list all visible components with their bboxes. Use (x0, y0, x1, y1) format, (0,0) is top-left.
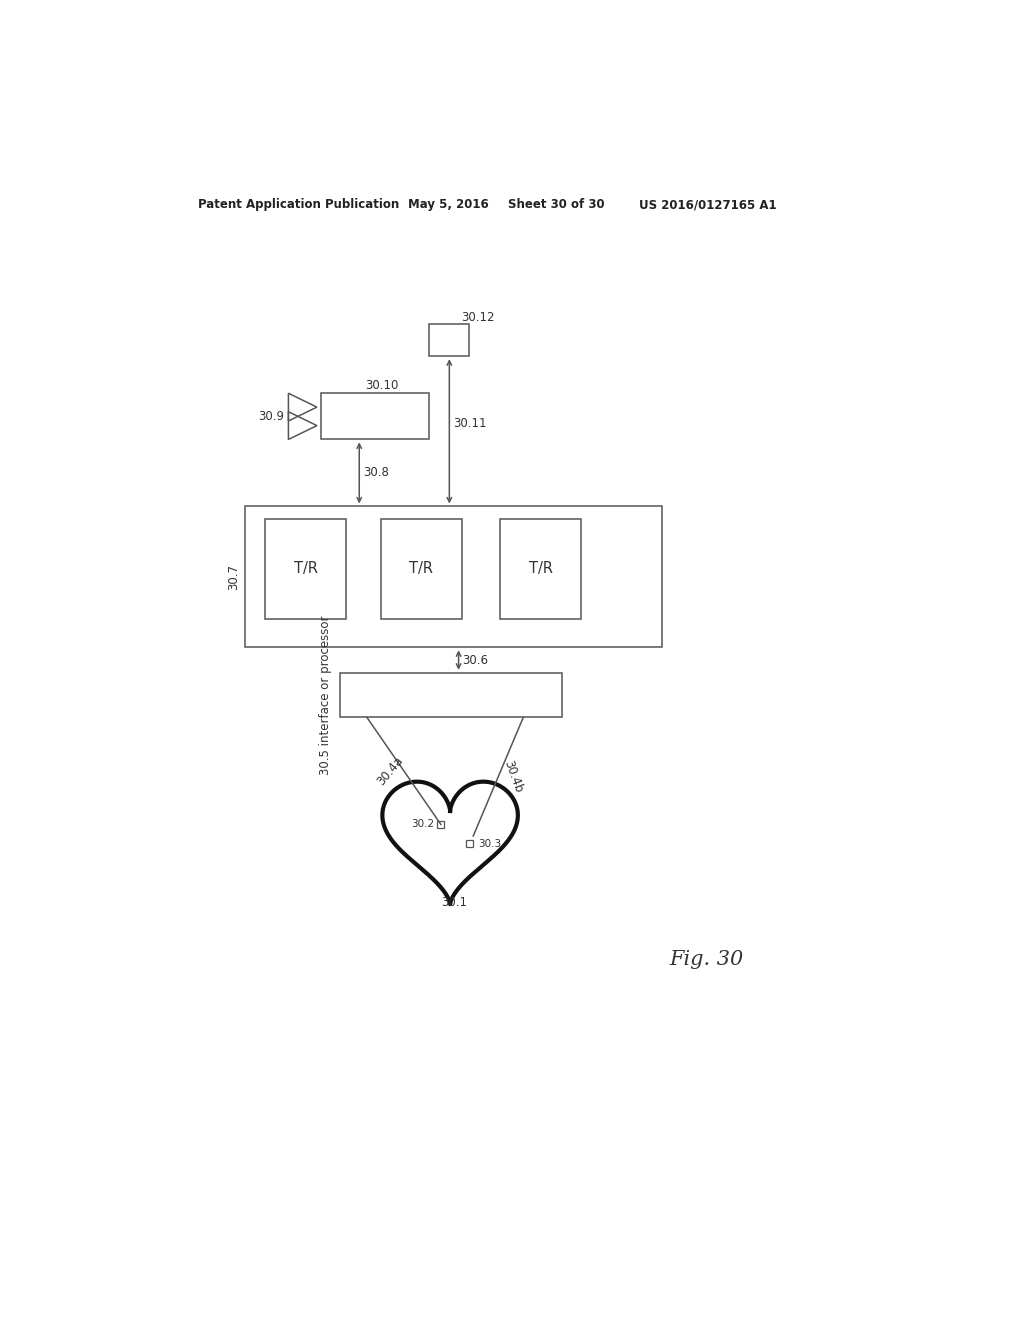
Text: Sheet 30 of 30: Sheet 30 of 30 (508, 198, 604, 211)
Text: May 5, 2016: May 5, 2016 (408, 198, 488, 211)
Text: 30.7: 30.7 (227, 564, 241, 590)
Text: T/R: T/R (528, 561, 553, 577)
Bar (321, 393, 429, 440)
Bar (500, 519, 581, 619)
Text: 30.5 interface or processor: 30.5 interface or processor (319, 615, 333, 775)
Text: Fig. 30: Fig. 30 (670, 949, 743, 969)
Text: 30.9: 30.9 (258, 409, 285, 422)
Text: Patent Application Publication: Patent Application Publication (199, 198, 399, 211)
Bar (466, 841, 473, 847)
Text: US 2016/0127165 A1: US 2016/0127165 A1 (639, 198, 776, 211)
Text: 30.2: 30.2 (411, 820, 434, 829)
Bar (437, 821, 444, 828)
Text: 30.4a: 30.4a (375, 754, 406, 788)
Bar (340, 673, 562, 718)
Text: 30.10: 30.10 (366, 379, 399, 392)
Bar (429, 323, 469, 356)
Bar (265, 519, 346, 619)
Text: 30.12: 30.12 (461, 312, 495, 325)
Text: 30.3: 30.3 (478, 838, 501, 849)
Text: 30.11: 30.11 (454, 417, 486, 430)
Bar (245, 507, 662, 647)
Text: 30.6: 30.6 (463, 653, 488, 667)
Text: T/R: T/R (410, 561, 433, 577)
Text: 30.4b: 30.4b (502, 759, 525, 795)
Text: 30.8: 30.8 (364, 466, 389, 479)
Text: T/R: T/R (294, 561, 317, 577)
Text: 30.1: 30.1 (441, 896, 467, 909)
Bar (381, 519, 462, 619)
